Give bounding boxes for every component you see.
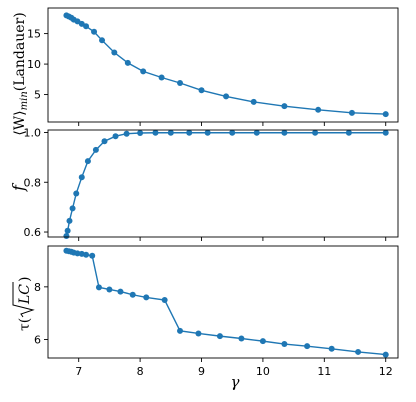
data-point	[281, 103, 288, 110]
data-point	[382, 129, 389, 136]
data-point	[250, 98, 257, 105]
data-point	[140, 68, 147, 75]
data-point	[143, 294, 150, 301]
y-tick-label: 1.0	[24, 126, 42, 139]
data-point	[78, 174, 85, 181]
data-point	[177, 327, 184, 334]
panel-fraction-f-ylabel: f	[9, 182, 28, 192]
ylabel-radicand: LC	[17, 284, 33, 305]
panel-work-landauer-ylabel: ⟨W⟩min(Landauer)	[12, 12, 30, 135]
y-tick-label: 8	[34, 281, 41, 294]
panel-tau-ylabel: τ( LC )	[12, 277, 35, 331]
data-point	[186, 129, 193, 136]
ylabel-prefix: τ(	[17, 318, 33, 331]
data-point	[83, 23, 90, 30]
data-point	[216, 333, 223, 340]
data-point	[106, 286, 113, 293]
data-point	[281, 129, 288, 136]
y-tick-label: 15	[27, 28, 41, 41]
data-point	[223, 93, 230, 100]
data-point	[259, 338, 266, 345]
data-point	[63, 233, 70, 239]
series-line	[65, 132, 386, 237]
data-point	[99, 37, 106, 44]
data-point	[124, 59, 131, 66]
radical-sign-icon	[12, 282, 35, 318]
x-axis-label: γ	[231, 373, 240, 391]
data-point	[158, 74, 165, 81]
y-tick-label: 5	[34, 89, 41, 102]
data-point	[161, 297, 168, 304]
data-point	[89, 252, 96, 259]
plot-frame	[47, 7, 399, 123]
data-point	[66, 217, 73, 224]
y-tick-label: 10	[27, 58, 41, 71]
data-point	[281, 341, 288, 348]
panel-fraction-f: 0.6 0.8 1.0	[24, 126, 399, 241]
data-point	[253, 129, 260, 136]
ylabel-paren: (Landauer)	[12, 12, 28, 91]
data-point	[92, 146, 99, 153]
ylabel-suffix: )	[17, 277, 33, 282]
data-point	[195, 330, 202, 337]
data-point	[345, 129, 352, 136]
data-point	[137, 129, 144, 136]
data-point	[382, 111, 389, 118]
data-point	[101, 138, 108, 145]
x-tick-label: 9	[198, 365, 205, 378]
data-point	[355, 348, 362, 355]
data-point	[229, 129, 236, 136]
data-point	[152, 129, 159, 136]
data-point	[348, 109, 355, 116]
data-point	[73, 190, 80, 197]
plot-frame	[47, 245, 399, 359]
data-point	[95, 284, 102, 291]
data-point	[117, 288, 124, 295]
x-tick-label: 7	[75, 365, 82, 378]
data-point	[177, 79, 184, 86]
data-point	[382, 351, 389, 358]
x-tick-label: 11	[317, 365, 331, 378]
y-tick-label: 0.6	[24, 226, 42, 239]
panel-tau: 7 8 9 10 11 12 6 8	[34, 245, 399, 378]
data-point	[84, 158, 91, 165]
data-point	[167, 129, 174, 136]
data-point	[312, 129, 319, 136]
x-tick-label: 10	[256, 365, 270, 378]
data-point	[315, 106, 322, 113]
data-point	[238, 335, 245, 342]
x-tick-label: 12	[379, 365, 393, 378]
data-point	[111, 49, 118, 56]
ylabel-main: ⟨W⟩	[12, 110, 28, 135]
data-point	[204, 129, 211, 136]
data-point	[83, 251, 90, 258]
x-tick-label: 8	[137, 365, 144, 378]
data-point	[198, 87, 205, 94]
data-point	[69, 205, 76, 212]
data-point	[112, 133, 119, 140]
plot-frame	[47, 129, 399, 238]
y-tick-label: 0.8	[24, 176, 42, 189]
series-line	[66, 250, 386, 356]
data-point	[304, 343, 311, 350]
data-point	[129, 291, 136, 298]
data-point	[123, 130, 130, 137]
data-point	[328, 345, 335, 352]
data-point	[64, 227, 71, 234]
ylabel-sub: min	[19, 91, 30, 110]
panel-work-landauer: 5 10 15	[27, 7, 399, 126]
y-tick-label: 6	[34, 334, 41, 347]
data-point	[91, 28, 98, 35]
